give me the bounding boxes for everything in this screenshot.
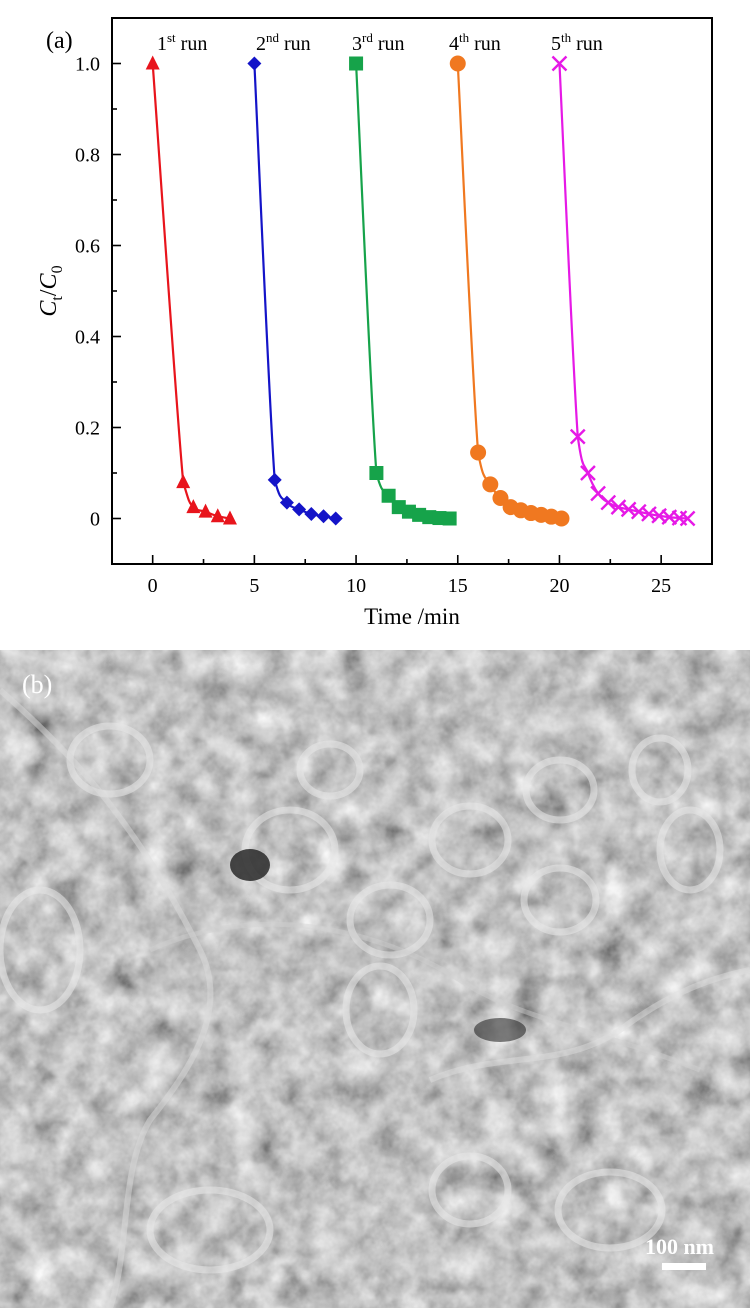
x-tick-label: 0 (148, 575, 158, 597)
y-tick-label: 0.4 (75, 327, 100, 349)
panel-label-a: (a) (46, 28, 73, 54)
data-point (198, 503, 213, 518)
series-layer (145, 55, 696, 527)
series-5 (551, 55, 696, 527)
panel-label-b: (b) (22, 670, 53, 699)
scale-bar-label: 100 nm (644, 1234, 714, 1259)
y-tick-label: 0.2 (75, 418, 100, 440)
y-tick-label: 0 (90, 509, 100, 531)
y-tick-label: 0.6 (75, 236, 100, 258)
x-tick-label: 10 (346, 575, 366, 597)
data-point (267, 472, 282, 487)
data-point (292, 502, 307, 517)
run-label: 2nd run (256, 30, 311, 55)
data-point (482, 476, 499, 493)
run-label: 3rd run (352, 30, 405, 55)
data-point (176, 474, 191, 489)
data-point (369, 466, 384, 480)
data-point (328, 511, 343, 526)
data-point (222, 510, 237, 525)
run-label: 5th run (551, 30, 603, 55)
data-point (316, 509, 331, 524)
series-line (253, 63, 336, 520)
series-line (151, 63, 231, 520)
data-point (247, 56, 262, 71)
data-point (304, 506, 319, 521)
data-point (186, 499, 201, 514)
x-tick-label: 15 (448, 575, 468, 597)
sem-image-panel: (b) 100 nm (0, 650, 750, 1308)
x-tick-label: 5 (249, 575, 259, 597)
y-tick-label: 1.0 (75, 54, 100, 76)
y-axis-label: Ct/C0 (36, 265, 66, 316)
data-point (349, 56, 364, 71)
series-1 (145, 55, 237, 525)
run-label: 1st run (157, 30, 207, 55)
data-point (470, 444, 487, 461)
data-point (210, 508, 225, 523)
axis-ticks: 0 5 10 15 20 25 0 0.2 0.4 0.6 0.8 1.0 (75, 17, 713, 597)
chart-a: (a) 0 5 10 15 20 25 0 0.2 0.4 0.6 0.8 1.0 1st run 2n… (36, 17, 713, 629)
data-point (279, 495, 294, 510)
scale-bar (662, 1263, 706, 1270)
data-point (580, 465, 596, 481)
run-label: 4th run (449, 30, 501, 55)
x-axis-label: Time /min (364, 604, 460, 629)
x-tick-label: 20 (549, 575, 569, 597)
data-point (551, 55, 568, 72)
series-line (558, 63, 688, 520)
y-tick-label: 0.8 (75, 145, 100, 167)
data-point (381, 488, 396, 503)
data-point (569, 428, 586, 445)
data-point (600, 494, 617, 511)
x-tick-label: 25 (651, 575, 671, 597)
run-labels: 1st run 2nd run 3rd run 4th run 5th run (157, 30, 603, 55)
series-2 (247, 56, 343, 526)
sem-micrograph (0, 650, 750, 1308)
data-point (553, 510, 570, 527)
data-point (492, 490, 509, 507)
series-3 (349, 56, 457, 526)
data-point (145, 55, 160, 70)
data-point (449, 55, 466, 72)
series-line (354, 63, 450, 520)
series-4 (449, 55, 570, 527)
data-point (442, 511, 457, 526)
data-point (679, 510, 696, 527)
plot-frame (111, 17, 713, 565)
